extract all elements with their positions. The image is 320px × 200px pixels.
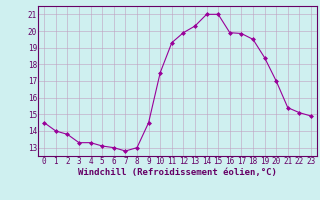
- X-axis label: Windchill (Refroidissement éolien,°C): Windchill (Refroidissement éolien,°C): [78, 168, 277, 177]
